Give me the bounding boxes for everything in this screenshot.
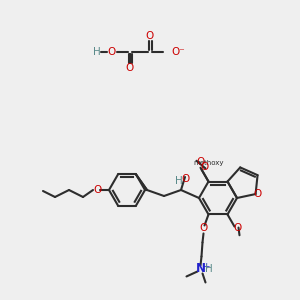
Text: O: O xyxy=(108,47,116,57)
Text: O: O xyxy=(146,31,154,41)
Text: H: H xyxy=(205,265,212,275)
Text: +: + xyxy=(202,262,209,271)
Text: O: O xyxy=(233,223,242,232)
Text: H: H xyxy=(93,47,101,57)
Text: O: O xyxy=(254,189,262,199)
Text: N: N xyxy=(196,262,206,275)
Text: O: O xyxy=(181,174,189,184)
Text: O: O xyxy=(196,157,205,167)
Text: O: O xyxy=(126,63,134,73)
Text: methoxy: methoxy xyxy=(193,160,224,166)
Text: H: H xyxy=(175,176,183,186)
Text: O: O xyxy=(93,185,101,195)
Text: O: O xyxy=(200,224,208,233)
Text: O: O xyxy=(200,162,208,172)
Text: O⁻: O⁻ xyxy=(171,47,185,57)
